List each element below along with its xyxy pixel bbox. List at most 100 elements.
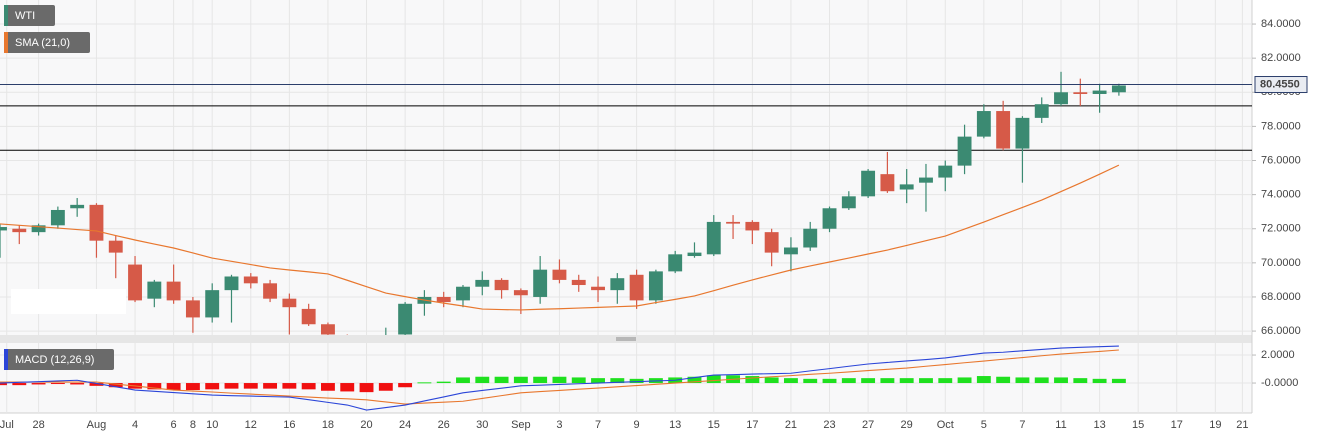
candle-body bbox=[147, 281, 162, 299]
histogram-bar bbox=[417, 382, 432, 384]
x-tick-label: 12 bbox=[245, 419, 257, 431]
candle-body bbox=[50, 209, 65, 226]
histogram-bar bbox=[919, 378, 933, 384]
legend-wti[interactable]: WTI bbox=[4, 5, 55, 26]
histogram-bar bbox=[552, 376, 567, 384]
legend-box bbox=[4, 349, 114, 370]
x-tick-label: 6 bbox=[171, 419, 177, 431]
histogram-bar bbox=[340, 383, 355, 392]
x-tick-label: 10 bbox=[206, 419, 218, 431]
histogram-bar bbox=[0, 383, 7, 386]
histogram-bar bbox=[282, 383, 297, 389]
x-tick-label: Aug bbox=[87, 419, 107, 431]
candle-body bbox=[108, 240, 123, 253]
candle-body bbox=[89, 204, 104, 241]
legend-label: MACD (12,26,9) bbox=[15, 354, 94, 366]
candle-body bbox=[764, 232, 779, 253]
histogram-bar bbox=[629, 378, 644, 384]
histogram-bar bbox=[205, 383, 220, 390]
x-tick-label: 29 bbox=[901, 419, 913, 431]
y-tick-label: 74.0000 bbox=[1261, 189, 1301, 201]
x-tick-label: 20 bbox=[360, 419, 372, 431]
histogram-bar bbox=[166, 383, 181, 391]
candle-body bbox=[205, 290, 220, 318]
candle-body bbox=[552, 269, 567, 280]
histogram-bar bbox=[31, 383, 46, 385]
legend-sma[interactable]: SMA (21,0) bbox=[4, 32, 90, 53]
candle-body bbox=[224, 276, 239, 291]
x-tick-label: 21 bbox=[785, 419, 797, 431]
candle-body bbox=[919, 177, 933, 183]
histogram-bar bbox=[185, 383, 200, 391]
legend-label: WTI bbox=[15, 10, 35, 22]
legend-macd[interactable]: MACD (12,26,9) bbox=[4, 349, 114, 370]
legend-label: SMA (21,0) bbox=[15, 37, 70, 49]
histogram-bar bbox=[224, 383, 239, 389]
candle-body bbox=[610, 278, 625, 291]
y-tick-label: 72.0000 bbox=[1261, 223, 1301, 235]
histogram-bar bbox=[475, 376, 490, 384]
histogram-bar bbox=[89, 383, 104, 386]
candle-body bbox=[591, 286, 605, 291]
histogram-bar bbox=[996, 376, 1011, 384]
candle-body bbox=[282, 298, 297, 308]
x-tick-label: 16 bbox=[283, 419, 295, 431]
candle-body bbox=[12, 228, 27, 233]
histogram-bar bbox=[938, 378, 953, 384]
x-tick-label: 5 bbox=[981, 419, 987, 431]
macd-line bbox=[0, 345, 1119, 411]
candle-body bbox=[822, 208, 837, 229]
y-tick-label: 68.0000 bbox=[1261, 291, 1301, 303]
candle-body bbox=[938, 165, 953, 178]
histogram-bar bbox=[243, 383, 258, 389]
x-tick-label: 7 bbox=[1019, 419, 1025, 431]
histogram-bar bbox=[456, 377, 470, 384]
candle-body bbox=[899, 184, 914, 190]
histogram-bar bbox=[359, 383, 374, 393]
histogram-bar bbox=[841, 378, 856, 384]
candle-body bbox=[687, 252, 702, 257]
x-tick-label: 27 bbox=[862, 419, 874, 431]
histogram-bar bbox=[301, 383, 316, 390]
histogram-bar bbox=[398, 383, 413, 388]
candle-body bbox=[1015, 117, 1030, 149]
main-panel bbox=[0, 0, 1252, 335]
histogram-bar bbox=[610, 378, 625, 384]
histogram-bar bbox=[571, 377, 586, 384]
panel-separator[interactable] bbox=[0, 335, 1252, 343]
candle-body bbox=[1073, 92, 1088, 94]
histogram-bar bbox=[822, 378, 837, 384]
x-tick-label: 9 bbox=[634, 419, 640, 431]
main-plot bbox=[0, 71, 1252, 335]
candle-body bbox=[128, 264, 142, 301]
x-tick-label: 4 bbox=[132, 419, 138, 431]
histogram-bar bbox=[263, 383, 278, 389]
histogram-bar bbox=[1054, 377, 1068, 384]
candle-body bbox=[436, 296, 451, 303]
legend-box bbox=[4, 32, 90, 53]
candle-body bbox=[803, 228, 818, 248]
histogram-bar bbox=[976, 376, 991, 384]
x-tick-label: 28 bbox=[32, 419, 44, 431]
y-tick-label: 76.0000 bbox=[1261, 154, 1301, 166]
histogram-bar bbox=[861, 378, 876, 384]
histogram-bar bbox=[803, 378, 818, 384]
x-tick-label: 13 bbox=[1093, 419, 1105, 431]
histogram-bar bbox=[745, 376, 760, 384]
histogram-bar bbox=[533, 376, 548, 384]
x-tick-label: 21 bbox=[1236, 419, 1248, 431]
x-tick-label: 23 bbox=[823, 419, 835, 431]
candle-body bbox=[1054, 92, 1068, 105]
candle-body bbox=[996, 111, 1011, 149]
histogram-bar bbox=[378, 383, 393, 391]
candle-body bbox=[861, 170, 876, 197]
x-tick-label: 24 bbox=[399, 419, 411, 431]
histogram-bar bbox=[591, 378, 605, 384]
histogram-bar bbox=[50, 383, 65, 385]
candle-body bbox=[668, 254, 683, 272]
y-tick-label: 2.0000 bbox=[1261, 349, 1295, 361]
x-tick-label: 17 bbox=[1171, 419, 1183, 431]
candle-body bbox=[70, 204, 85, 209]
